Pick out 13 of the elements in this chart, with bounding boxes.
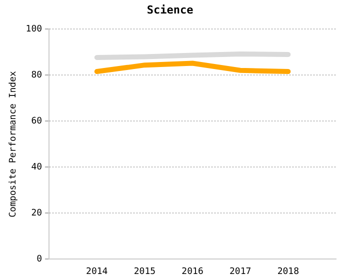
x-tick-label: 2018 [277, 266, 300, 277]
x-tick-label: 2014 [86, 266, 108, 277]
x-tick-label: 2015 [134, 266, 156, 277]
y-tick-label: 80 [31, 70, 42, 81]
y-axis-title: Composite Performance Index [8, 70, 19, 218]
y-tick-label: 0 [36, 254, 42, 265]
y-tick-label: 100 [26, 24, 42, 35]
y-tick-label: 20 [31, 208, 42, 219]
chart-title: Science [146, 3, 194, 16]
y-tick-label: 40 [31, 162, 42, 173]
x-tick-label: 2017 [230, 266, 252, 277]
x-tick-label: 2016 [182, 266, 204, 277]
y-tick-label: 60 [31, 116, 42, 127]
